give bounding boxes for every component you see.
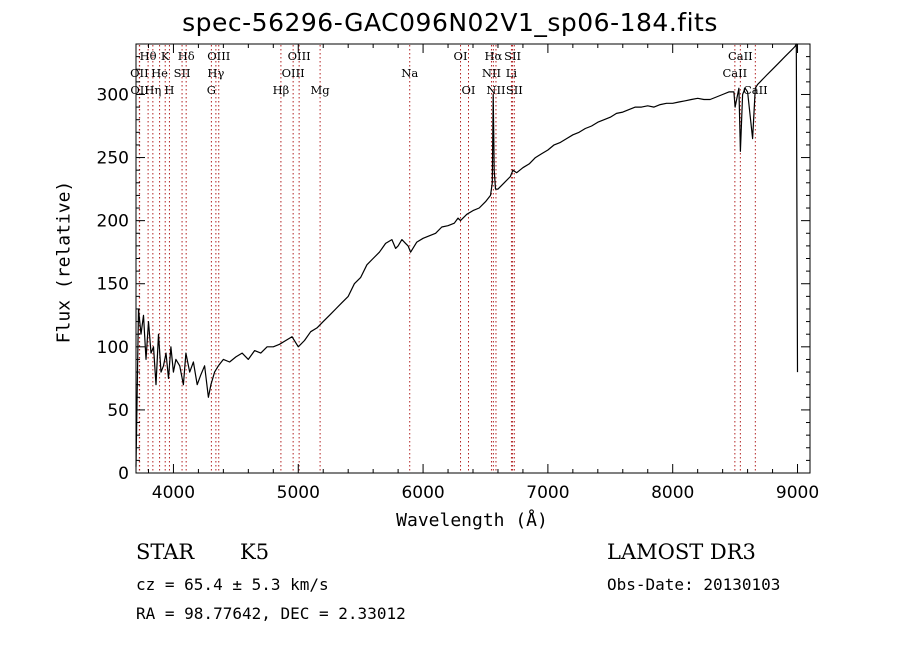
- x-tick-label-2: 6000: [401, 483, 444, 503]
- emission-label-middle-row-5: Na: [401, 66, 418, 80]
- emission-label-top-row-3: OIII: [207, 49, 230, 63]
- spectrum-line: [135, 43, 799, 467]
- emission-label-top-row-8: CaII: [728, 49, 753, 63]
- redshift-readout: cz = 65.4 ± 5.3 km/s: [136, 575, 329, 594]
- y-axis-label: Flux (relative): [53, 180, 75, 344]
- x-axis-label: Wavelength (Å): [396, 510, 548, 531]
- y-tick-label-2: 100: [97, 338, 129, 358]
- emission-label-top-row-5: OI: [454, 49, 468, 63]
- emission-line-markers: [138, 45, 756, 472]
- emission-label-middle-row-8: CaII: [722, 66, 747, 80]
- spectrum-series: [135, 43, 799, 467]
- y-tick-label-5: 250: [97, 149, 129, 169]
- emission-label-middle-row-0: OII: [130, 66, 149, 80]
- emission-label-bottom-row-2: H: [164, 83, 174, 97]
- x-tick-label-0: 4000: [152, 483, 195, 503]
- emission-label-top-row-2: Hδ: [178, 49, 195, 63]
- y-tick-label-1: 50: [107, 401, 129, 421]
- emission-label-bottom-row-8: SII: [506, 83, 523, 97]
- emission-label-top-row-1: K: [161, 49, 170, 63]
- emission-label-bottom-row-6: OI: [462, 83, 476, 97]
- emission-label-bottom-row-5: Mg: [311, 83, 331, 97]
- emission-label-middle-row-1: He: [151, 66, 168, 80]
- x-tick-label-5: 9000: [776, 483, 819, 503]
- emission-label-bottom-row-0: OII: [130, 83, 149, 97]
- coordinates-readout: RA = 98.77642, DEC = 2.33012: [136, 604, 406, 623]
- emission-label-bottom-row-7: NII: [486, 83, 505, 97]
- emission-label-top-row-0: Hθ: [140, 49, 157, 63]
- emission-label-middle-row-3: Hγ: [207, 66, 224, 80]
- y-tick-label-4: 200: [97, 212, 129, 232]
- x-tick-label-4: 8000: [651, 483, 694, 503]
- survey-name: LAMOST DR3: [607, 540, 756, 564]
- emission-label-top-row-6: Hα: [484, 49, 502, 63]
- plot-frame: [135, 43, 811, 474]
- emission-label-middle-row-4: OIII: [282, 66, 305, 80]
- emission-label-bottom-row-9: CaII: [743, 83, 768, 97]
- emission-label-middle-row-6: NII: [482, 66, 501, 80]
- object-subclass: K5: [240, 540, 270, 564]
- emission-label-top-row-7: SII: [504, 49, 521, 63]
- chart-title: spec-56296-GAC096N02V1_sp06-184.fits: [182, 8, 718, 37]
- y-tick-label-6: 300: [97, 85, 129, 105]
- emission-label-top-row-4: OIII: [288, 49, 311, 63]
- y-tick-label-0: 0: [118, 464, 129, 484]
- observation-date: Obs-Date: 20130103: [607, 575, 781, 594]
- x-tick-label-1: 5000: [277, 483, 320, 503]
- emission-label-bottom-row-1: Hη: [144, 83, 161, 97]
- emission-label-middle-row-7: Li: [506, 66, 518, 80]
- y-tick-label-3: 150: [97, 275, 129, 295]
- emission-label-bottom-row-3: G: [207, 83, 216, 97]
- object-class: STAR: [136, 540, 195, 564]
- emission-label-middle-row-2: SII: [174, 66, 191, 80]
- axes: 4000 5000 6000 7000 8000 9000 0 50 100 150 200 250 3…: [97, 44, 819, 503]
- emission-label-bottom-row-4: Hβ: [273, 83, 290, 97]
- x-tick-label-3: 7000: [526, 483, 569, 503]
